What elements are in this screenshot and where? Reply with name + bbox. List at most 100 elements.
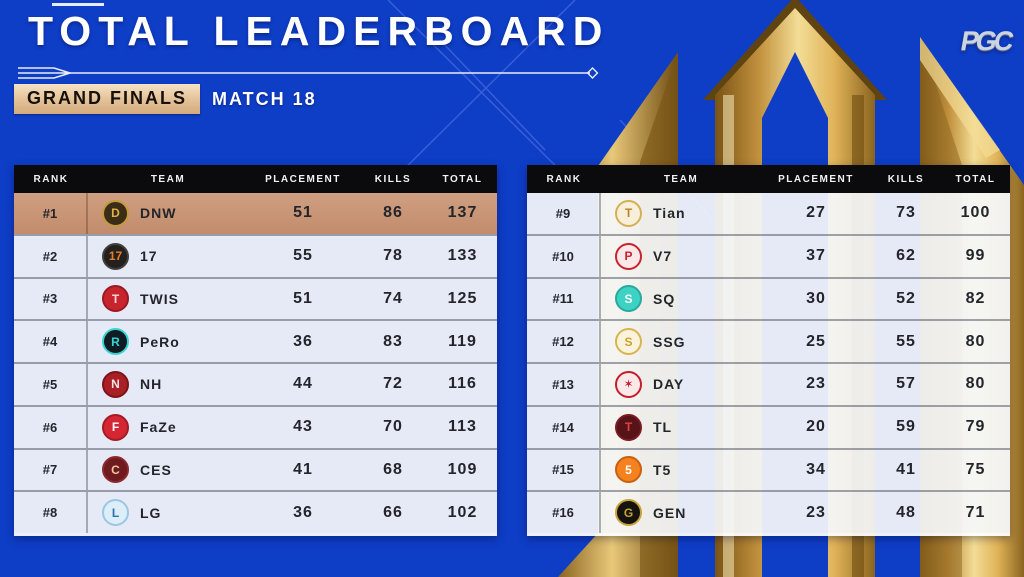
- team-name: Tian: [653, 205, 686, 222]
- kills-cell: 74: [383, 289, 403, 307]
- team-cell: S SSG: [601, 328, 761, 356]
- team-name: CES: [140, 461, 172, 478]
- team-logo-dnw: D: [102, 199, 129, 227]
- table-row-rank15: #15 5 T5 34 41 75: [527, 447, 1010, 491]
- stage-row: GRAND FINALS MATCH 18: [14, 84, 317, 114]
- rank-cell: #1: [14, 193, 88, 234]
- rank-cell: #15: [527, 449, 601, 491]
- rank-cell: #6: [14, 406, 88, 448]
- team-cell: C CES: [88, 456, 248, 484]
- team-logo-glyph: S: [624, 334, 633, 349]
- team-name: LG: [140, 504, 162, 521]
- rank-cell: #16: [527, 492, 601, 533]
- team-logo-day: ✶: [615, 370, 642, 398]
- placement-cell: 30: [806, 289, 826, 307]
- team-cell: ✶ DAY: [601, 370, 761, 398]
- team-cell: G GEN: [601, 499, 761, 527]
- table-body: #1 D DNW 51 86 137 #2 17 17 55 78 133 #3…: [14, 193, 497, 533]
- team-logo-v7: P: [615, 242, 642, 270]
- placement-cell: 43: [293, 418, 313, 436]
- placement-cell: 36: [293, 503, 313, 521]
- table-row-rank9: #9 T Tian 27 73 100: [527, 193, 1010, 234]
- placement-cell: 51: [293, 204, 313, 222]
- pgc-logo: PGC: [958, 26, 1014, 56]
- kills-cell: 70: [383, 418, 403, 436]
- total-cell: 80: [965, 375, 986, 393]
- team-cell: T TL: [601, 413, 761, 441]
- placement-cell: 37: [806, 247, 826, 265]
- total-cell: 82: [965, 289, 986, 307]
- team-name: T5: [653, 461, 672, 478]
- team-logo-17: 17: [102, 242, 129, 270]
- kills-cell: 41: [896, 460, 916, 478]
- team-logo-lg: L: [102, 499, 129, 527]
- total-cell: 99: [965, 247, 986, 265]
- table-row-rank2: #2 17 17 55 78 133: [14, 233, 497, 277]
- rank-cell: #3: [14, 278, 88, 320]
- team-logo-nh: N: [102, 370, 129, 398]
- rank-cell: #10: [527, 235, 601, 277]
- kills-cell: 62: [896, 247, 916, 265]
- team-logo-sq: S: [615, 285, 642, 313]
- placement-cell: 51: [293, 289, 313, 307]
- team-name: 17: [140, 248, 158, 265]
- team-name: SQ: [653, 290, 676, 307]
- team-logo-glyph: N: [111, 377, 120, 392]
- team-name: GEN: [653, 504, 687, 521]
- page-title: TOTAL LEADERBOARD: [28, 8, 610, 54]
- team-cell: T Tian: [601, 199, 761, 227]
- col-header-placement: PLACEMENT: [778, 173, 854, 185]
- team-logo-tian: T: [615, 199, 642, 227]
- placement-cell: 36: [293, 332, 313, 350]
- table-row-rank7: #7 C CES 41 68 109: [14, 447, 497, 491]
- team-logo-glyph: D: [111, 206, 120, 221]
- rank-cell: #9: [527, 193, 601, 234]
- team-name: NH: [140, 376, 163, 393]
- team-cell: N NH: [88, 370, 248, 398]
- team-logo-ces: C: [102, 456, 129, 484]
- team-name: TWIS: [140, 290, 179, 307]
- total-cell: 75: [965, 460, 986, 478]
- team-logo-glyph: S: [624, 291, 633, 306]
- team-name: DNW: [140, 205, 177, 222]
- team-logo-t5: 5: [615, 456, 642, 484]
- arrow-line-decoration: [18, 67, 599, 79]
- table-row-rank10: #10 P V7 37 62 99: [527, 233, 1010, 277]
- table-header: RANK TEAM PLACEMENT KILLS TOTAL: [527, 165, 1010, 193]
- team-logo-ssg: S: [615, 328, 642, 356]
- total-cell: 71: [965, 503, 986, 521]
- team-logo-glyph: C: [111, 462, 120, 477]
- stage-badge: GRAND FINALS: [14, 84, 200, 114]
- team-logo-glyph: 17: [108, 249, 123, 264]
- col-header-team: TEAM: [663, 173, 699, 185]
- total-cell: 80: [965, 332, 986, 350]
- team-logo-glyph: F: [111, 420, 120, 435]
- table-row-rank5: #5 N NH 44 72 116: [14, 362, 497, 405]
- rank-cell: #2: [14, 235, 88, 277]
- team-logo-glyph: T: [624, 420, 633, 435]
- team-cell: R PeRo: [88, 328, 248, 356]
- team-cell: 5 T5: [601, 456, 761, 484]
- col-header-total: TOTAL: [955, 173, 996, 185]
- rank-cell: #11: [527, 278, 601, 320]
- kills-cell: 57: [896, 375, 916, 393]
- placement-cell: 55: [293, 247, 313, 265]
- total-cell: 79: [965, 418, 986, 436]
- col-header-rank: RANK: [33, 173, 69, 185]
- table-header: RANK TEAM PLACEMENT KILLS TOTAL: [14, 165, 497, 193]
- total-cell: 102: [447, 503, 478, 521]
- kills-cell: 72: [383, 375, 403, 393]
- kills-cell: 73: [896, 204, 916, 222]
- col-header-team: TEAM: [150, 173, 186, 185]
- placement-cell: 23: [806, 503, 826, 521]
- table-row-rank1: #1 D DNW 51 86 137: [14, 193, 497, 234]
- team-cell: F FaZe: [88, 413, 248, 441]
- team-logo-glyph: R: [111, 334, 120, 349]
- total-cell: 137: [447, 204, 478, 222]
- rank-cell: #12: [527, 321, 601, 362]
- table-row-rank16: #16 G GEN 23 48 71: [527, 490, 1010, 533]
- table-body: #9 T Tian 27 73 100 #10 P V7 37 62 99 #1…: [527, 193, 1010, 533]
- team-name: DAY: [653, 376, 685, 393]
- kills-cell: 78: [383, 247, 403, 265]
- team-logo-tl: T: [615, 413, 642, 441]
